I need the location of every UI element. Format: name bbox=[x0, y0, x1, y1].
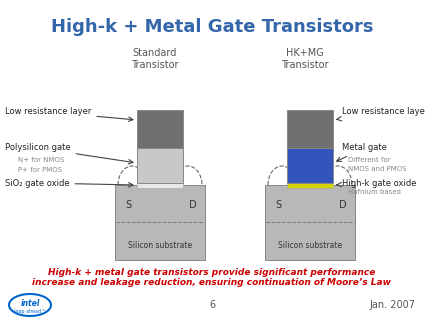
Text: Low resistance layer: Low resistance layer bbox=[5, 107, 133, 121]
Text: Silicon substrate: Silicon substrate bbox=[128, 240, 192, 250]
Text: Hafnium based: Hafnium based bbox=[348, 189, 401, 195]
Bar bbox=[287, 110, 333, 148]
Text: D: D bbox=[339, 200, 347, 210]
Text: HK+MG
Transistor: HK+MG Transistor bbox=[281, 48, 329, 70]
Text: N+ for NMOS: N+ for NMOS bbox=[18, 157, 64, 163]
Text: High-k + Metal Gate Transistors: High-k + Metal Gate Transistors bbox=[51, 18, 373, 36]
Bar bbox=[287, 148, 333, 183]
Text: NMOS and PMOS: NMOS and PMOS bbox=[348, 166, 406, 172]
Bar bbox=[287, 183, 333, 188]
Text: Polysilicon gate: Polysilicon gate bbox=[5, 143, 133, 164]
Text: intel: intel bbox=[20, 299, 40, 308]
Bar bbox=[265, 185, 355, 260]
Text: P+ for PMOS: P+ for PMOS bbox=[18, 167, 62, 173]
Text: Metal gate: Metal gate bbox=[337, 143, 387, 161]
Text: SiO₂ gate oxide: SiO₂ gate oxide bbox=[5, 178, 133, 188]
Text: Different for: Different for bbox=[348, 157, 391, 163]
Text: S: S bbox=[125, 200, 131, 210]
Text: D: D bbox=[189, 200, 197, 210]
Text: Standard
Transistor: Standard Transistor bbox=[131, 48, 179, 70]
Bar bbox=[137, 110, 183, 148]
Text: S: S bbox=[275, 200, 281, 210]
Bar bbox=[115, 185, 205, 260]
Text: Jan. 2007: Jan. 2007 bbox=[369, 300, 415, 310]
Text: Silicon substrate: Silicon substrate bbox=[278, 240, 342, 250]
Text: leap ahead™: leap ahead™ bbox=[14, 308, 46, 314]
Text: High-k gate oxide: High-k gate oxide bbox=[336, 178, 416, 188]
Bar bbox=[137, 183, 183, 188]
Text: 6: 6 bbox=[209, 300, 215, 310]
Text: Low resistance layer: Low resistance layer bbox=[336, 107, 425, 121]
Text: High-k + metal gate transistors provide significant performance
increase and lea: High-k + metal gate transistors provide … bbox=[32, 268, 391, 287]
Bar bbox=[137, 148, 183, 183]
